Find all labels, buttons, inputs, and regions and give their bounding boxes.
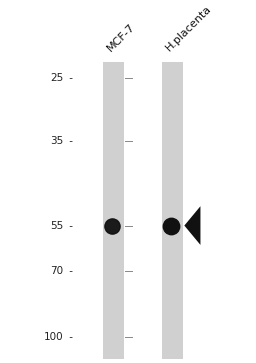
Text: -: - <box>66 332 73 342</box>
Text: 100: 100 <box>44 332 63 342</box>
Text: 55: 55 <box>50 221 63 231</box>
Text: -: - <box>66 73 73 83</box>
Text: -: - <box>66 136 73 146</box>
Text: H.placenta: H.placenta <box>164 4 214 53</box>
Bar <box>162 62 183 359</box>
Polygon shape <box>184 206 200 245</box>
Text: 70: 70 <box>50 266 63 276</box>
Text: MCF-7: MCF-7 <box>105 21 136 53</box>
Text: -: - <box>66 266 73 276</box>
Text: 35: 35 <box>50 136 63 146</box>
Text: -: - <box>66 221 73 231</box>
Bar <box>103 62 124 359</box>
Text: 25: 25 <box>50 73 63 83</box>
Point <box>169 223 173 228</box>
Point <box>110 223 114 228</box>
